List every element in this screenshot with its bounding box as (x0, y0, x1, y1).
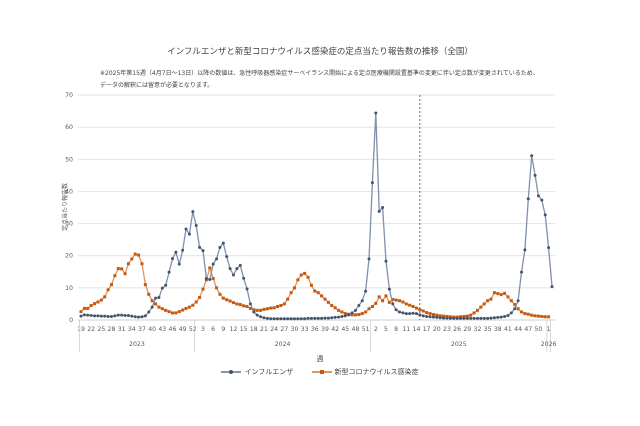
x-year-label: 2026 (541, 341, 557, 348)
y-tick-label: 60 (65, 124, 73, 131)
covid-line-marker-icon (311, 370, 332, 374)
x-tick-label: 30 (291, 326, 299, 333)
x-tick-label: 11 (402, 326, 410, 333)
x-tick-label: 46 (169, 326, 177, 333)
x-tick-label: 43 (158, 326, 166, 333)
x-year-label: 2024 (275, 341, 291, 348)
x-tick-label: 35 (484, 326, 492, 333)
x-tick-label: 52 (189, 326, 197, 333)
y-tick-label: 30 (65, 221, 73, 228)
x-tick-label: 25 (97, 326, 105, 333)
x-tick-label: 28 (108, 326, 116, 333)
x-tick-label: 14 (413, 326, 421, 333)
x-tick-label: 36 (311, 326, 319, 333)
x-tick-label: 8 (394, 326, 398, 333)
y-tick-label: 40 (65, 188, 73, 195)
x-tick-label: 44 (514, 326, 522, 333)
x-tick-label: 1 (547, 326, 551, 333)
x-tick-label: 38 (494, 326, 502, 333)
x-tick-label: 40 (148, 326, 156, 333)
legend: インフルエンザ 新型コロナウイルス感染症 (0, 367, 640, 377)
legend-label-covid: 新型コロナウイルス感染症 (334, 368, 419, 376)
x-tick-label: 51 (362, 326, 370, 333)
x-tick-label: 49 (179, 326, 187, 333)
x-tick-label: 2 (374, 326, 378, 333)
x-tick-label: 24 (270, 326, 278, 333)
x-tick-label: 20 (433, 326, 441, 333)
legend-item-influenza[interactable]: インフルエンザ (221, 367, 293, 377)
x-tick-label: 18 (250, 326, 258, 333)
x-tick-label: 19 (77, 326, 85, 333)
x-tick-label: 21 (260, 326, 268, 333)
x-tick-label: 5 (384, 326, 388, 333)
x-tick-label: 47 (524, 326, 532, 333)
y-axis-title: 定点当たり報告数 (61, 183, 69, 231)
x-tick-label: 26 (453, 326, 461, 333)
x-tick-label: 6 (211, 326, 215, 333)
x-tick-label: 45 (341, 326, 349, 333)
x-tick-label: 37 (138, 326, 146, 333)
x-tick-label: 50 (535, 326, 543, 333)
x-year-label: 2023 (129, 341, 145, 348)
x-tick-label: 31 (118, 326, 126, 333)
y-tick-label: 20 (65, 253, 73, 260)
y-tick-label: 70 (65, 92, 73, 99)
chart-note-line-2: データの解釈には留意が必要となります。 (100, 82, 214, 89)
x-tick-label: 34 (128, 326, 136, 333)
x-axis: 19 22 25 28 31 34 37 40 43 46 49 52 3 6 9 12 15 18 21 24 27 3… (77, 320, 557, 352)
chart-title: インフルエンザと新型コロナウイルス感染症の定点当たり報告数の推移（全国） (167, 47, 473, 57)
x-tick-label: 41 (504, 326, 512, 333)
influenza-line-marker-icon (221, 370, 242, 374)
x-axis-title: 週 (316, 355, 324, 363)
x-tick-label: 42 (331, 326, 339, 333)
x-tick-label: 12 (230, 326, 238, 333)
series-covid (79, 252, 551, 319)
x-tick-label: 17 (423, 326, 431, 333)
y-tick-label: 50 (65, 156, 73, 163)
legend-item-covid[interactable]: 新型コロナウイルス感染症 (311, 367, 419, 377)
x-tick-label: 32 (474, 326, 482, 333)
chart-note-line-1: ※2025年第15週（4月7日～13日）以降の数値は、急性呼吸器感染症サーベイラ… (100, 70, 539, 77)
y-axis-ticks: 0 10 20 30 40 50 60 70 (65, 92, 73, 324)
legend-label-influenza: インフルエンザ (244, 368, 294, 376)
gridlines (78, 94, 555, 321)
x-tick-label: 48 (352, 326, 360, 333)
x-tick-label: 15 (240, 326, 248, 333)
x-tick-label: 9 (221, 326, 225, 333)
x-tick-label: 39 (321, 326, 329, 333)
x-tick-label: 3 (201, 326, 205, 333)
y-tick-label: 0 (69, 317, 73, 324)
x-year-label: 2025 (451, 341, 467, 348)
series-influenza (79, 111, 554, 321)
x-tick-label: 22 (87, 326, 95, 333)
x-tick-label: 29 (463, 326, 471, 333)
y-tick-label: 10 (65, 285, 73, 292)
x-tick-label: 33 (301, 326, 309, 333)
x-tick-label: 27 (280, 326, 288, 333)
x-tick-label: 23 (443, 326, 451, 333)
